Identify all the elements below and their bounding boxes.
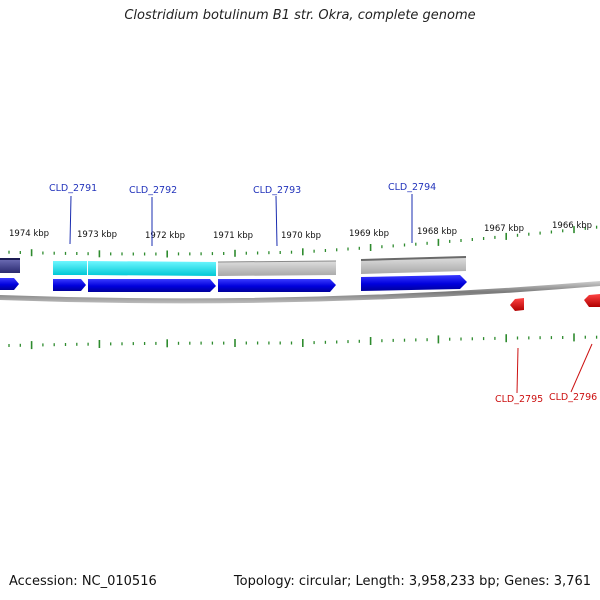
gene-arrow-forward[interactable]	[53, 279, 86, 291]
kbp-label: 1969 kbp	[349, 229, 389, 239]
kbp-label: 1972 kbp	[145, 231, 185, 241]
reverse-gene-track	[510, 294, 600, 311]
genome-title: Clostridium botulinum B1 str. Okra, comp…	[124, 8, 476, 23]
forward-gene-track	[0, 275, 467, 292]
kbp-label: 1974 kbp	[9, 229, 49, 239]
cds-track	[0, 256, 467, 276]
gene-label-forward[interactable]: CLD_2791	[49, 183, 97, 194]
gene-label-forward[interactable]: CLD_2793	[253, 185, 301, 196]
label-leader-line	[516, 347, 519, 394]
label-leader-line	[69, 195, 72, 245]
gene-label-forward[interactable]: CLD_2792	[129, 185, 177, 196]
kbp-label: 1966 kbp	[552, 221, 592, 231]
cds-edge	[217, 260, 337, 263]
gene-label-reverse[interactable]: CLD_2795	[495, 394, 543, 405]
gene-arrow-forward[interactable]	[88, 279, 216, 292]
cds-edge	[360, 256, 467, 261]
gene-arrow-reverse[interactable]	[510, 298, 524, 311]
label-leader-line	[275, 195, 278, 247]
gene-arrow-reverse[interactable]	[584, 294, 600, 307]
gene-arrow-forward[interactable]	[0, 278, 19, 290]
cds-feature[interactable]	[0, 259, 20, 273]
kbp-label: 1967 kbp	[484, 224, 524, 234]
tick-track-outer	[8, 225, 598, 258]
gene-arrow-forward[interactable]	[361, 275, 467, 291]
cds-feature[interactable]	[218, 261, 336, 276]
accession-text: Accession: NC_010516	[9, 574, 157, 589]
tick-track-inner	[8, 333, 598, 350]
kbp-label: 1971 kbp	[213, 231, 253, 241]
label-leader-line	[570, 343, 593, 393]
kbp-label: 1968 kbp	[417, 227, 457, 237]
gene-label-forward[interactable]: CLD_2794	[388, 182, 436, 193]
gene-label-reverse[interactable]: CLD_2796	[549, 392, 597, 403]
topology-text: Topology: circular; Length: 3,958,233 bp…	[233, 574, 591, 589]
cds-feature[interactable]	[361, 257, 466, 274]
genome-backbone	[0, 281, 600, 304]
kbp-label: 1973 kbp	[77, 230, 117, 240]
gene-arrow-forward[interactable]	[218, 279, 336, 292]
kbp-label: 1970 kbp	[281, 231, 321, 241]
cds-feature[interactable]	[88, 261, 216, 276]
cds-feature[interactable]	[53, 261, 87, 275]
